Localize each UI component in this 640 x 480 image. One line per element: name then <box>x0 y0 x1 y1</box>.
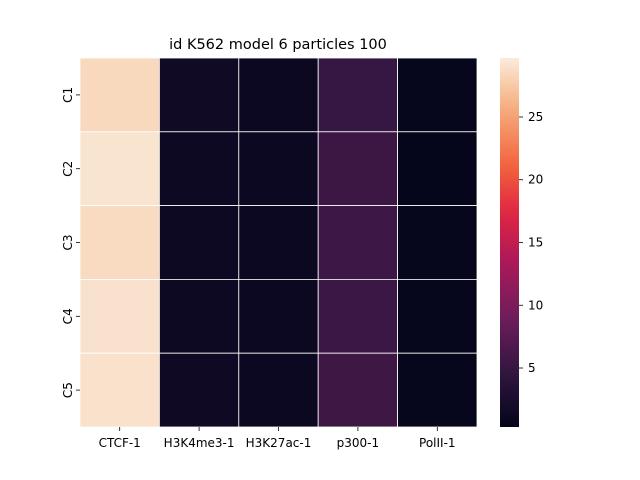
heatmap-cell <box>238 278 319 354</box>
colorbar-tick-label: 15 <box>528 236 543 250</box>
column-label: PolII-1 <box>419 436 456 450</box>
heatmap-cell <box>238 352 319 428</box>
row-label: C1 <box>61 87 75 103</box>
heatmap-cell <box>397 352 478 428</box>
colorbar-tick-label: 20 <box>528 173 543 187</box>
heatmap-cell <box>238 205 319 280</box>
colorbar: 5 10 15 20 25 <box>500 58 543 427</box>
heatmap-cell <box>79 131 160 207</box>
column-labels: CTCF-1 H3K4me3-1 H3K27ac-1 p300-1 PolII-1 <box>99 427 456 450</box>
row-label: C4 <box>61 308 75 324</box>
heatmap-cell <box>317 205 399 280</box>
colorbar-tick-label: 5 <box>528 361 536 375</box>
heatmap-cell <box>397 278 478 354</box>
row-labels: C1 C2 C3 C4 C5 <box>61 87 80 398</box>
heatmap-cells <box>79 57 478 428</box>
heatmap-cell <box>158 278 240 354</box>
heatmap-cell <box>397 205 478 280</box>
heatmap-cell <box>317 278 399 354</box>
heatmap-cell <box>158 352 240 428</box>
heatmap-cell <box>79 205 160 280</box>
heatmap-cell <box>79 352 160 428</box>
column-label: H3K4me3-1 <box>164 436 235 450</box>
chart-title: id K562 model 6 particles 100 <box>169 37 387 53</box>
colorbar-tick-label: 10 <box>528 298 543 312</box>
heatmap-cell <box>238 57 319 133</box>
heatmap-cell <box>79 57 160 133</box>
heatmap-cell <box>238 131 319 207</box>
colorbar-tick-label: 25 <box>528 110 543 124</box>
column-label: CTCF-1 <box>99 436 141 450</box>
row-label: C3 <box>61 234 75 250</box>
heatmap-cell <box>397 131 478 207</box>
row-label: C5 <box>61 382 75 398</box>
colorbar-gradient <box>500 58 519 427</box>
column-label: p300-1 <box>337 436 380 450</box>
heatmap-cell <box>317 352 399 428</box>
row-label: C2 <box>61 161 75 177</box>
heatmap-cell <box>317 131 399 207</box>
heatmap-cell <box>158 57 240 133</box>
heatmap-cell <box>158 205 240 280</box>
heatmap-cell <box>79 278 160 354</box>
heatmap-cell <box>317 57 399 133</box>
heatmap-cell <box>158 131 240 207</box>
column-label: H3K27ac-1 <box>246 436 312 450</box>
heatmap-cell <box>397 57 478 133</box>
